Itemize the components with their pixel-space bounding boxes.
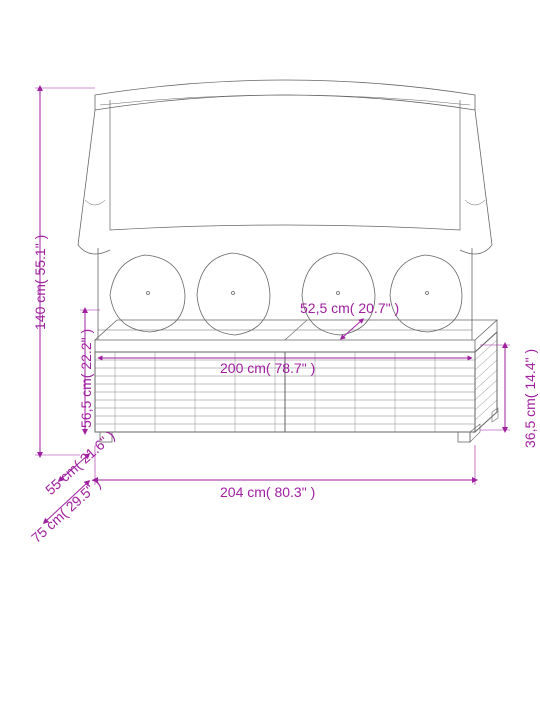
dim-height-565: 56,5 cm( 22.2" ) [78,329,94,428]
dim-width-204: 204 cm( 80.3" ) [220,484,315,500]
dim-height-140: 140 cm( 55.1" ) [32,235,48,330]
dim-width-200: 200 cm( 78.7" ) [220,360,315,376]
dimension-lines [35,88,510,522]
sofa-drawing [78,80,498,442]
dim-depth-525: 52,5 cm( 20.7" ) [300,300,399,316]
dim-height-365: 36,5 cm( 14.4" ) [522,349,538,448]
